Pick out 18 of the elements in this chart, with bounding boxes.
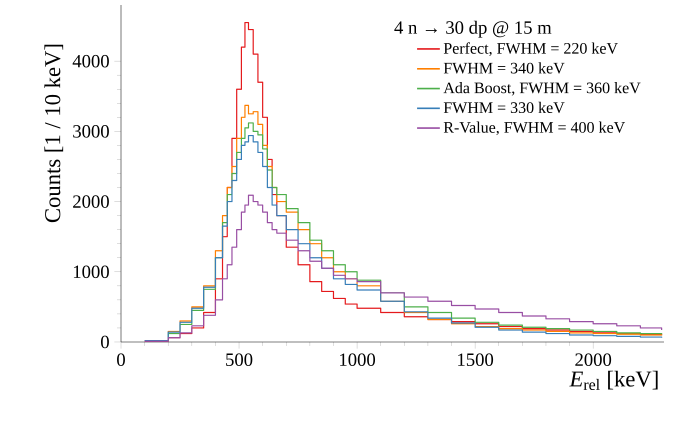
y-tick-label: 1000 [74,265,109,278]
x-tick-label: 2000 [575,353,612,366]
x-tick-label: 500 [226,353,252,366]
y-axis-title: Counts [1 / 10 keV] [44,44,64,222]
y-tick-label: 0 [101,336,109,348]
legend-label: Ada Boost, FWHM = 360 keV [443,82,641,96]
y-tick-label: 3000 [73,125,109,138]
legend-title: 4 n → 30 dp @ 15 m [394,20,552,38]
x-tick-label: 1000 [340,353,376,366]
legend-label: FWHM = 330 keV [444,102,565,114]
legend-label: FWHM = 340 keV [444,62,565,74]
y-tick-label: 2000 [73,195,109,208]
x-tick-label: 0 [117,353,125,366]
x-axis-title: E$_{rel}$ [keV] [569,370,658,390]
y-tick-label: 4000 [72,54,109,68]
legend-label: R-Value, FWHM = 400 keV [444,122,626,136]
legend-label: Perfect, FWHM = 220 keV [444,42,618,56]
x-tick-label: 1500 [458,353,494,366]
